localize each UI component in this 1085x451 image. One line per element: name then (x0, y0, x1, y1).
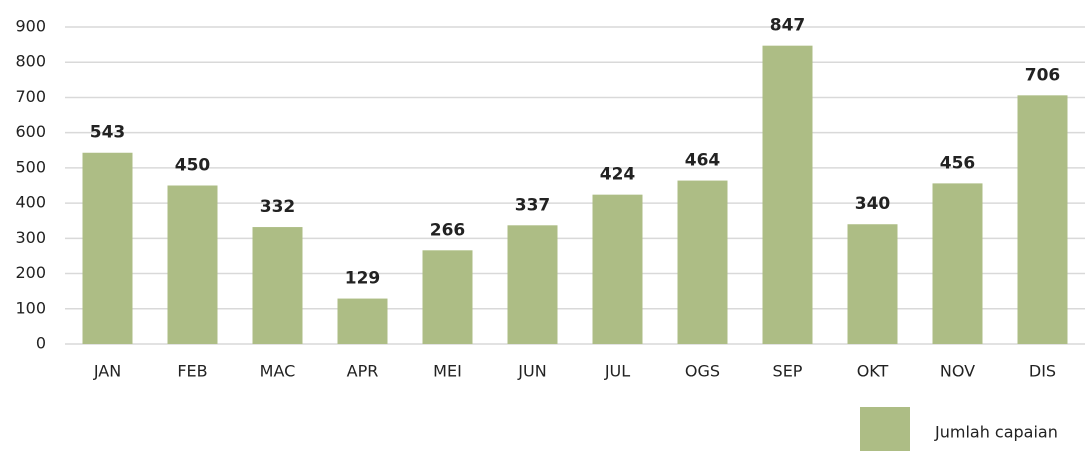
bar (592, 194, 643, 344)
x-tick-label: OKT (857, 362, 889, 381)
x-tick-label: NOV (940, 362, 975, 381)
x-tick-label: SEP (773, 362, 803, 381)
bar (762, 45, 813, 344)
legend-swatch (860, 407, 910, 451)
bar (1017, 95, 1068, 344)
bar (167, 185, 218, 344)
value-label: 332 (260, 197, 296, 217)
y-tick-label: 400 (15, 193, 46, 212)
bar (422, 250, 473, 344)
legend-label: Jumlah capaian (934, 423, 1058, 442)
value-label: 464 (685, 151, 721, 171)
value-label: 543 (90, 123, 126, 143)
x-tick-label: MAC (260, 362, 296, 381)
bar (82, 152, 133, 344)
x-tick-label: JAN (93, 362, 121, 381)
y-tick-label: 900 (15, 17, 46, 36)
x-tick-label: JUN (517, 362, 546, 381)
y-tick-label: 0 (36, 334, 46, 353)
x-tick-label: APR (347, 362, 379, 381)
bar (932, 183, 983, 344)
x-tick-label: OGS (685, 362, 720, 381)
y-tick-label: 600 (15, 122, 46, 141)
value-label: 337 (515, 195, 551, 215)
bar (252, 227, 303, 344)
value-label: 847 (770, 16, 806, 36)
y-tick-label: 800 (15, 52, 46, 71)
y-tick-label: 200 (15, 263, 46, 282)
y-tick-label: 700 (15, 87, 46, 106)
x-tick-label: MEI (433, 362, 462, 381)
y-tick-label: 300 (15, 228, 46, 247)
bar (677, 180, 728, 344)
bar (337, 298, 388, 344)
value-label: 340 (855, 194, 891, 214)
value-label: 129 (345, 269, 381, 289)
value-label: 450 (175, 156, 211, 176)
value-label: 456 (940, 153, 976, 173)
bar (847, 224, 898, 344)
y-tick-label: 500 (15, 157, 46, 176)
value-label: 706 (1025, 65, 1061, 85)
value-label: 266 (430, 220, 466, 240)
x-tick-label: FEB (177, 362, 207, 381)
x-tick-label: DIS (1029, 362, 1056, 381)
y-tick-label: 100 (15, 298, 46, 317)
value-label: 424 (600, 165, 636, 185)
x-tick-label: JUL (604, 362, 630, 381)
bar (507, 225, 558, 344)
